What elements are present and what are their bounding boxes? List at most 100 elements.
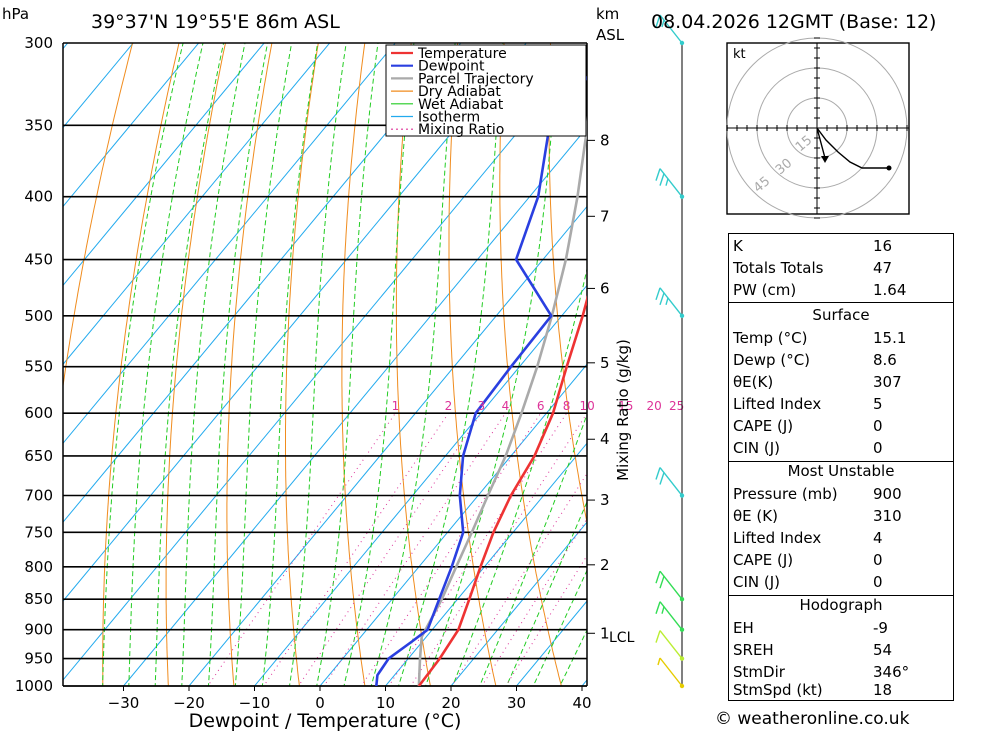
wind-barb-flag: [659, 575, 665, 589]
index-label: SREH: [733, 641, 774, 659]
dry-adiabat-line: [102, 43, 180, 686]
wind-barb: [657, 657, 685, 689]
wind-barb-flag: [655, 168, 661, 181]
mu-row: θE (K) 310: [729, 506, 953, 527]
pressure-tick-label: 700: [24, 487, 53, 505]
legend-entry: Wet Adiabat: [418, 97, 504, 113]
mixing-ratio-value-label: 10: [580, 399, 595, 413]
storm-motion-vector: [816, 127, 826, 159]
dry-adiabat-line: [63, 43, 134, 390]
x-tick-label: 20: [441, 694, 460, 712]
hodo-row: SREH 54: [729, 640, 953, 661]
wind-barb-shaft: [659, 168, 683, 198]
wind-barb-flag: [659, 292, 665, 306]
x-tick-label: 30: [507, 694, 526, 712]
pressure-tick-label: 400: [24, 188, 53, 206]
dry-adiabat-line: [953, 0, 1000, 712]
most-unstable-section-title: Most Unstable: [787, 462, 895, 480]
index-label: Pressure (mb): [733, 485, 838, 503]
isotherm-line: [63, 43, 69, 50]
height-unit-km: km: [596, 5, 619, 23]
index-label: K: [733, 237, 743, 255]
isotherm-line: [450, 521, 587, 686]
index-value: 0: [873, 417, 883, 435]
index-label: Temp (°C): [733, 329, 808, 347]
mixing-ratio-value-label: 2: [445, 399, 453, 413]
panel-divider: [729, 302, 953, 303]
mixing-ratio-line: [410, 412, 587, 686]
index-label: CIN (J): [733, 573, 781, 591]
index-label: θE(K): [733, 373, 774, 391]
hodograph-unit-label: kt: [733, 47, 746, 62]
mixing-ratio-value-label: 6: [537, 399, 545, 413]
index-label: EH: [733, 619, 754, 637]
index-value: 8.6: [873, 351, 897, 369]
index-value: 15.1: [873, 329, 907, 347]
mixing-ratio-line: [263, 412, 449, 686]
wet-adiabat-line: [261, 43, 319, 686]
surface-section-title: Surface: [812, 306, 870, 324]
km-tick-label: 8: [600, 131, 610, 149]
km-tick-label: 3: [600, 491, 610, 509]
index-value: 54: [873, 641, 893, 659]
mu-row: Pressure (mb) 900: [729, 484, 953, 505]
x-tick-label: −10: [239, 694, 271, 712]
x-tick-label: 40: [572, 694, 591, 712]
mixing-ratio-value-label: 25: [669, 399, 684, 413]
wind-barb-flag: [655, 14, 661, 28]
index-label: Lifted Index: [733, 395, 822, 413]
surface-row: Lifted Index 5: [729, 394, 953, 415]
mixing-ratio-value-label: 15: [618, 399, 633, 413]
mixing-ratio-value-label: 1: [392, 399, 400, 413]
isotherm-line: [63, 43, 331, 366]
wet-adiabat-line: [316, 43, 379, 686]
x-tick-label: −20: [173, 694, 205, 712]
wind-barb-shaft: [659, 630, 683, 660]
index-value: 5: [873, 395, 883, 413]
pressure-unit-label: hPa: [2, 5, 29, 23]
wind-barb: [655, 630, 685, 661]
wet-adiabat-line: [559, 628, 587, 686]
surface-row: CAPE (J) 0: [729, 416, 953, 437]
pressure-tick-label: 450: [24, 251, 53, 269]
index-label: CAPE (J): [733, 551, 794, 569]
wind-barb-shaft: [659, 14, 683, 44]
km-tick-label: 2: [600, 556, 610, 574]
wind-barb-shaft: [659, 287, 683, 317]
lcl-label: LCL: [609, 630, 635, 646]
dry-adiabat-line: [165, 43, 227, 686]
legend-entry: Dewpoint: [418, 59, 485, 75]
wind-barb-flag: [659, 472, 665, 485]
isotherm-line: [122, 126, 587, 686]
wind-barb-shaft: [659, 601, 683, 631]
pressure-tick-label: 500: [24, 307, 53, 325]
index-row-pw: PW (cm) 1.64: [729, 280, 953, 301]
index-label: Dewp (°C): [733, 351, 811, 369]
wind-barb: [655, 168, 685, 199]
index-label: StmSpd (kt): [733, 681, 823, 699]
axis-ticks: 1 2 3 4 6 8 10 15 20 2530035040045050055060065070…: [15, 34, 684, 712]
km-tick-label: 1: [600, 624, 610, 642]
index-value: 0: [873, 551, 883, 569]
legend-entry: Temperature: [417, 46, 507, 62]
hodo-row: StmDir 346°: [729, 662, 953, 683]
mixing-ratio-value-label: 4: [502, 399, 510, 413]
wind-barb-flag: [655, 467, 661, 480]
copyright-link[interactable]: © weatheronline.co.uk: [715, 709, 910, 729]
mixing-ratio-value-label: 8: [563, 399, 571, 413]
index-row-totals: Totals Totals 47: [729, 258, 953, 279]
dry-adiabat-line: [341, 43, 366, 686]
index-value: 0: [873, 439, 883, 457]
surface-row: Dewp (°C) 8.6: [729, 350, 953, 371]
wind-barb-half-flag: [665, 178, 669, 186]
index-label: Lifted Index: [733, 529, 822, 547]
wind-barb-half-flag: [665, 297, 669, 306]
wet-adiabat-line: [370, 43, 456, 686]
index-label: Totals Totals: [733, 259, 824, 277]
datetime-title: 08.04.2026 12GMT (Base: 12): [651, 11, 936, 33]
mixing-ratio-line: [323, 412, 506, 686]
index-value: 1.64: [873, 281, 907, 299]
wind-barb-half-flag: [657, 657, 661, 666]
